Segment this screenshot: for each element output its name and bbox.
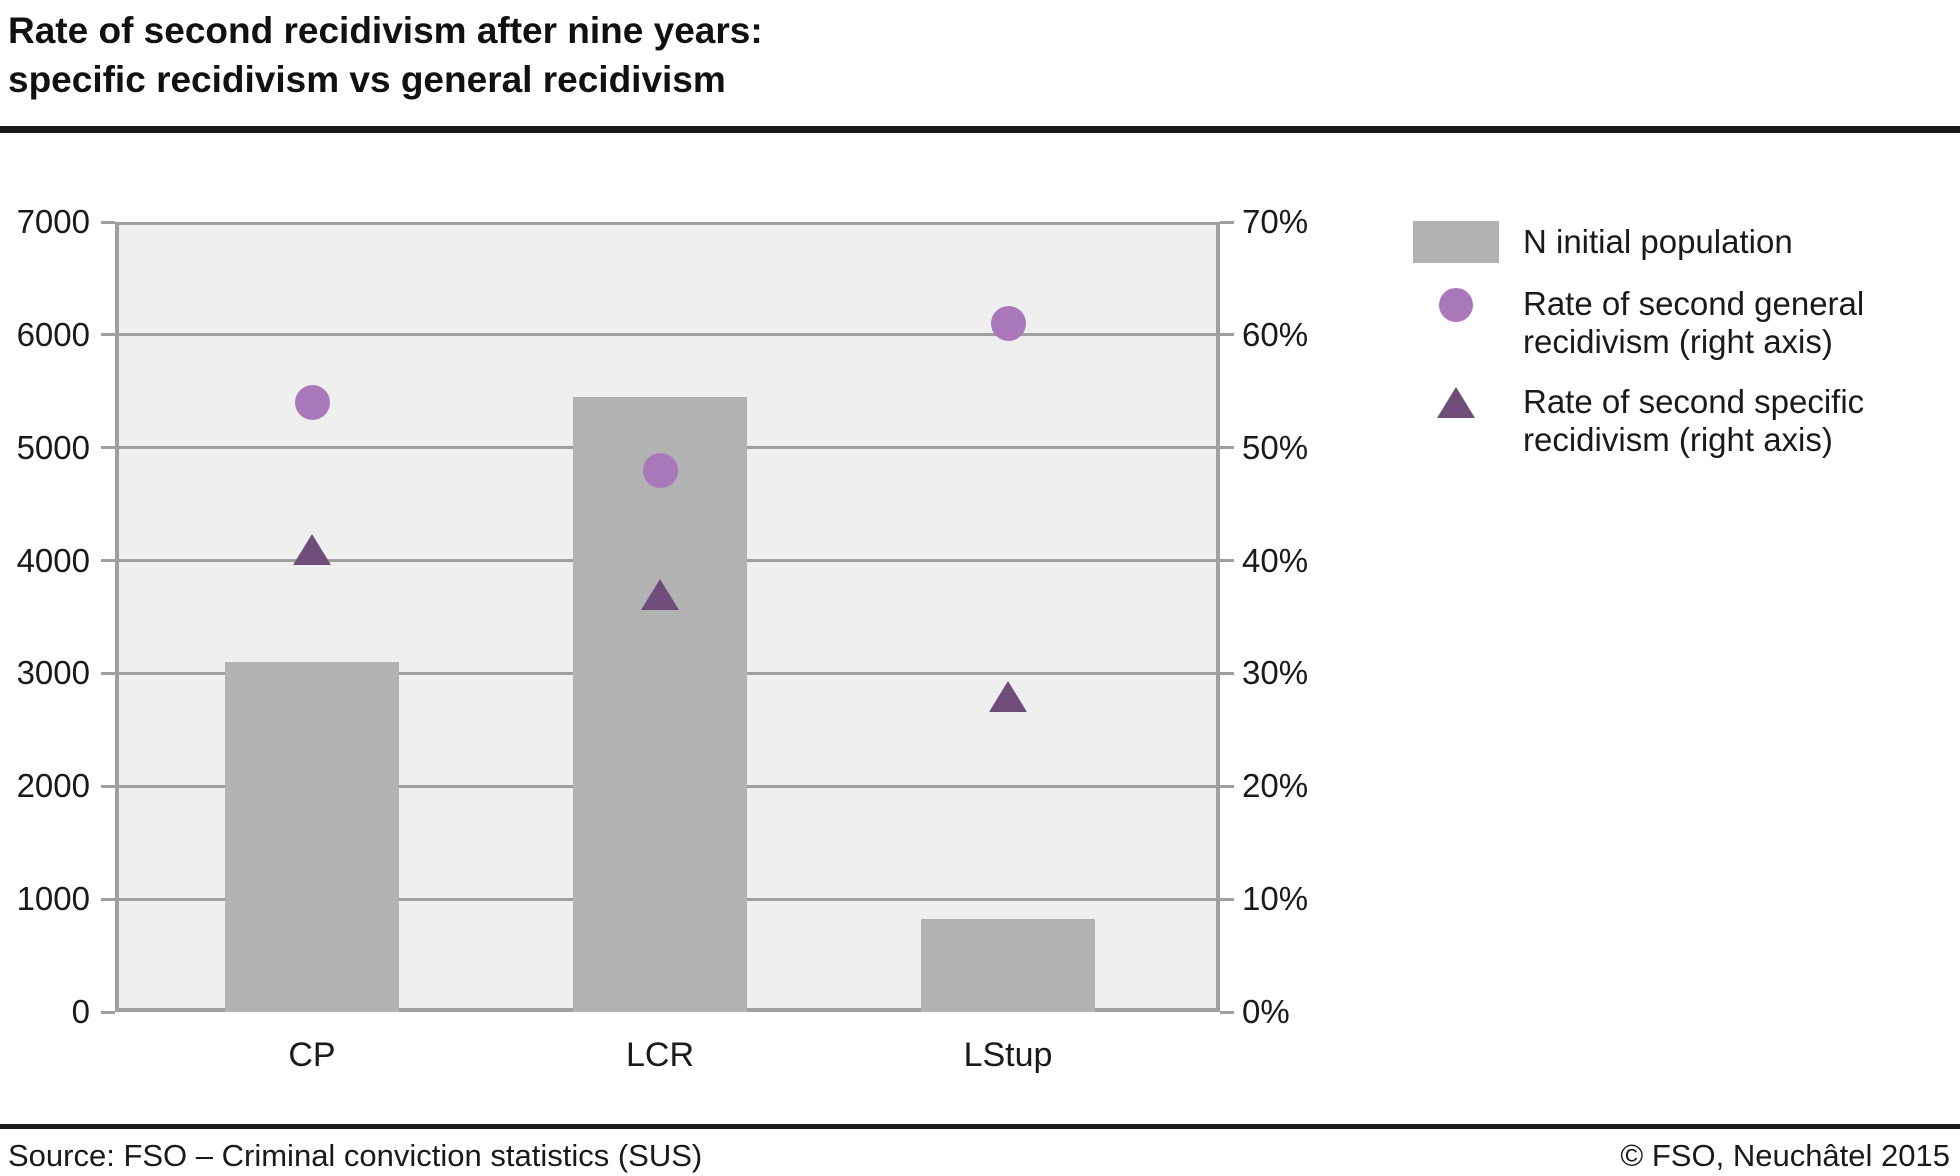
bar-lstup (921, 919, 1095, 1012)
left-axis-tick-label: 6000 (16, 315, 90, 353)
right-axis-tick-label: 40% (1242, 541, 1309, 579)
left-axis-tick (101, 1010, 115, 1014)
left-axis-tick-label: 2000 (16, 767, 90, 805)
legend-label-initial-population: N initial population (1523, 223, 1793, 260)
left-axis-tick (101, 897, 115, 901)
circle-marker-icon (1439, 288, 1473, 322)
left-axis-tick (101, 446, 115, 450)
legend-item-specific-recidivism: Rate of second specific recidivism (righ… (1413, 383, 1933, 459)
right-axis-tick-label: 70% (1242, 203, 1309, 240)
left-axis-tick-label: 1000 (16, 880, 90, 918)
title-rule (0, 126, 1960, 133)
triangle-marker-icon (1437, 387, 1475, 418)
legend-label-specific-recidivism: Rate of second specific recidivism (righ… (1523, 383, 1865, 458)
bar-lcr (573, 396, 747, 1012)
triangle-marker-cp (293, 533, 331, 565)
category-label-cp: CP (288, 1036, 336, 1074)
category-label-lcr: LCR (625, 1036, 695, 1074)
right-axis-tick (1220, 559, 1234, 563)
left-axis-tick (101, 784, 115, 788)
legend: N initial population Rate of second gene… (1413, 221, 1933, 481)
legend-item-general-recidivism: Rate of second general recidivism (right… (1413, 285, 1933, 361)
title-line-1: Rate of second recidivism after nine yea… (8, 10, 763, 51)
triangle-marker-lstup (989, 680, 1027, 712)
left-axis-tick (101, 559, 115, 563)
right-axis-tick-label: 30% (1242, 654, 1309, 692)
left-axis-tick-label: 3000 (16, 654, 90, 692)
legend-marker-cell (1413, 383, 1499, 418)
right-axis-tick-label: 60% (1242, 315, 1309, 353)
gridline (119, 333, 1216, 337)
circle-marker-lcr (642, 452, 678, 488)
right-axis-tick-label: 20% (1242, 767, 1309, 805)
left-axis-tick (101, 671, 115, 675)
category-label-lstup: LStup (963, 1036, 1053, 1074)
circle-marker-cp (294, 385, 330, 421)
right-axis-tick (1220, 784, 1234, 788)
bar-swatch-icon (1413, 221, 1499, 263)
right-axis-tick (1220, 671, 1234, 675)
legend-label-general-recidivism: Rate of second general recidivism (right… (1523, 285, 1865, 360)
right-axis-tick-label: 0% (1242, 993, 1290, 1030)
circle-marker-lstup (990, 306, 1026, 342)
legend-marker-cell (1413, 221, 1499, 263)
right-axis-tick (1220, 897, 1234, 901)
legend-item-initial-population: N initial population (1413, 221, 1933, 263)
footer-copyright: © FSO, Neuchâtel 2015 (1620, 1138, 1950, 1173)
right-axis-tick-label: 50% (1242, 428, 1309, 466)
right-axis-tick (1220, 1010, 1234, 1014)
right-axis-tick (1220, 446, 1234, 450)
right-axis-tick (1220, 220, 1234, 224)
left-axis-tick-label: 4000 (16, 541, 90, 579)
legend-marker-cell (1413, 285, 1499, 322)
triangle-marker-lcr (641, 578, 679, 610)
footer-rule (0, 1124, 1960, 1129)
right-axis-tick (1220, 333, 1234, 337)
title-line-2: specific recidivism vs general recidivis… (8, 59, 726, 100)
chart-title: Rate of second recidivism after nine yea… (8, 6, 763, 104)
left-axis-tick (101, 220, 115, 224)
footer-source: Source: FSO – Criminal conviction statis… (8, 1138, 703, 1173)
right-axis-tick-label: 10% (1242, 880, 1309, 918)
left-axis-tick-label: 5000 (16, 428, 90, 466)
left-axis-tick-label: 7000 (16, 203, 90, 240)
left-axis-tick-label: 0 (71, 993, 90, 1030)
bar-cp (225, 662, 399, 1012)
left-axis-tick (101, 333, 115, 337)
